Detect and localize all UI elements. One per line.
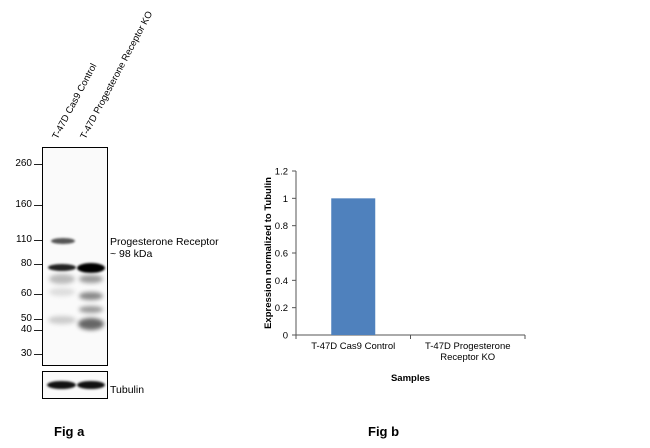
y-tick-label: 0.6	[275, 249, 288, 260]
y-tick-label: 0.2	[275, 303, 288, 314]
y-tick-label: 0.4	[275, 276, 288, 287]
marker-260: 260	[15, 158, 32, 169]
tubulin-label: Tubulin	[110, 384, 145, 396]
marker-160: 160	[15, 199, 32, 210]
y-tick-label: 1	[283, 194, 288, 205]
marker-30: 30	[20, 348, 32, 359]
marker-80: 80	[20, 258, 32, 269]
marker-50: 50	[20, 313, 32, 324]
tubulin-blot	[42, 371, 108, 399]
x-tick-label: T-47D Cas9 Control	[311, 341, 395, 352]
marker-110: 110	[16, 234, 32, 245]
fig-a-label: Fig a	[54, 424, 85, 439]
x-tick-label: T-47D Progesterone	[425, 341, 511, 352]
y-tick-label: 1.2	[275, 167, 288, 178]
band-control-110	[51, 238, 75, 244]
band-label-line1: Progesterone Receptor	[110, 236, 219, 248]
marker-60: 60	[20, 288, 32, 299]
band-control-80	[48, 264, 76, 271]
marker-40: 40	[20, 324, 32, 335]
band-ko-80	[77, 263, 105, 273]
bar-0	[331, 198, 376, 335]
fig-b-label: Fig b	[368, 424, 400, 439]
y-tick-label: 0	[283, 331, 288, 342]
blot-membrane	[42, 147, 108, 366]
x-tick-label: Receptor KO	[440, 352, 495, 363]
y-tick-label: 0.8	[275, 221, 288, 232]
band-label-line2: ~ 98 kDa	[110, 248, 153, 260]
y-axis-title: Expression normalized to Tubulin	[263, 177, 274, 329]
x-axis-title: Samples	[391, 373, 430, 384]
